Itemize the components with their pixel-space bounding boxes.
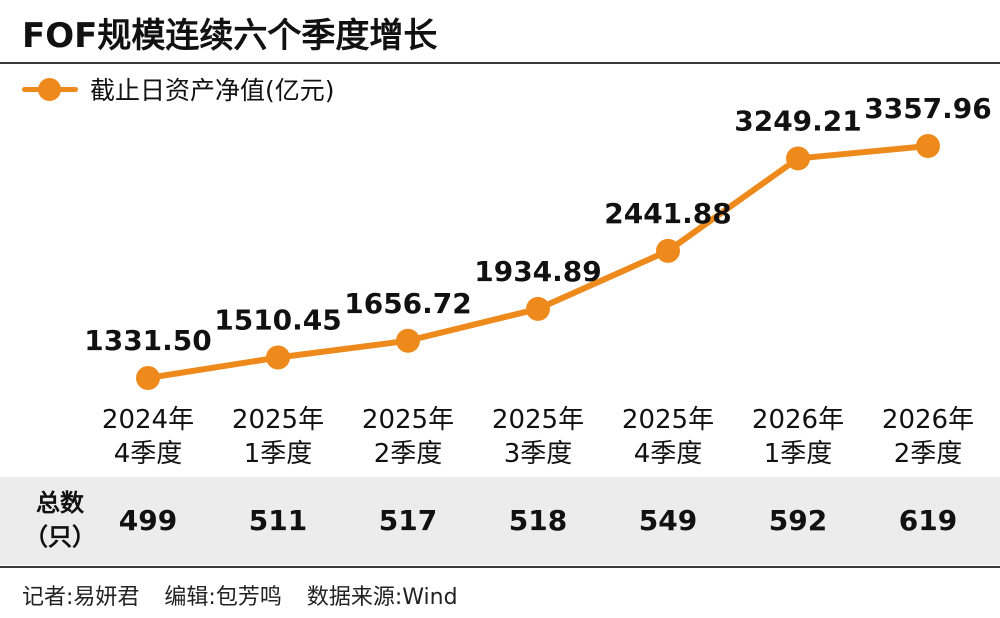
data-label-6: 3357.96 — [864, 92, 992, 125]
data-label-0: 1331.50 — [84, 324, 212, 357]
legend-dot-icon — [38, 78, 61, 101]
x-tick-label-4-0: 2025年 — [622, 405, 714, 435]
data-point-4 — [656, 238, 680, 263]
count-cell-5: 592 — [768, 504, 828, 537]
chart-title: FOF规模连续六个季度增长 — [22, 16, 438, 56]
footer-editor: 编辑:包芳鸣 — [164, 585, 282, 610]
count-table-band — [0, 477, 1000, 565]
data-label-2: 1656.72 — [344, 287, 472, 320]
x-tick-label-1-0: 2025年 — [232, 405, 324, 435]
data-point-5 — [786, 146, 810, 171]
footer-divider — [0, 566, 1000, 568]
count-cell-1: 511 — [248, 504, 308, 537]
legend-label: 截止日资产净值(亿元) — [90, 76, 335, 105]
count-row-header-line2: （只） — [24, 523, 96, 551]
x-tick-label-4-1: 4季度 — [634, 439, 703, 469]
x-tick-label-5-0: 2026年 — [752, 405, 844, 435]
count-cell-3: 518 — [508, 504, 568, 537]
legend: 截止日资产净值(亿元) — [22, 72, 335, 106]
x-tick-label-6-1: 2季度 — [894, 439, 963, 469]
title-divider — [0, 62, 1000, 64]
x-tick-label-2-0: 2025年 — [362, 405, 454, 435]
count-cell-4: 549 — [638, 504, 698, 537]
x-tick-label-0-0: 2024年 — [102, 405, 194, 435]
x-tick-label-5-1: 1季度 — [764, 439, 833, 469]
data-point-1 — [266, 345, 290, 370]
legend-swatch — [22, 72, 78, 106]
count-cell-0: 499 — [118, 504, 178, 537]
data-label-3: 1934.89 — [474, 255, 602, 288]
data-point-0 — [136, 366, 160, 390]
data-label-1: 1510.45 — [214, 304, 342, 337]
x-tick-label-3-0: 2025年 — [492, 405, 584, 435]
x-tick-label-1-1: 1季度 — [244, 439, 313, 469]
x-tick-label-2-1: 2季度 — [374, 439, 443, 469]
data-label-5: 3249.21 — [734, 104, 862, 137]
data-point-3 — [526, 296, 550, 321]
data-point-6 — [916, 134, 940, 158]
x-tick-label-0-1: 4季度 — [114, 439, 183, 469]
count-cell-6: 619 — [898, 504, 958, 537]
count-row-header-line1: 总数 — [36, 489, 84, 517]
count-cell-2: 517 — [378, 504, 438, 537]
footer-reporter: 记者:易妍君 — [22, 585, 140, 610]
x-tick-label-3-1: 3季度 — [504, 439, 573, 469]
data-label-4: 2441.88 — [604, 197, 732, 230]
footer-source: 数据来源:Wind — [306, 585, 458, 610]
data-point-2 — [396, 328, 420, 353]
footer: 记者:易妍君 编辑:包芳鸣 数据来源:Wind — [22, 579, 476, 611]
x-tick-label-6-0: 2026年 — [882, 405, 974, 435]
count-row-header: 总数 （只） — [22, 486, 98, 554]
